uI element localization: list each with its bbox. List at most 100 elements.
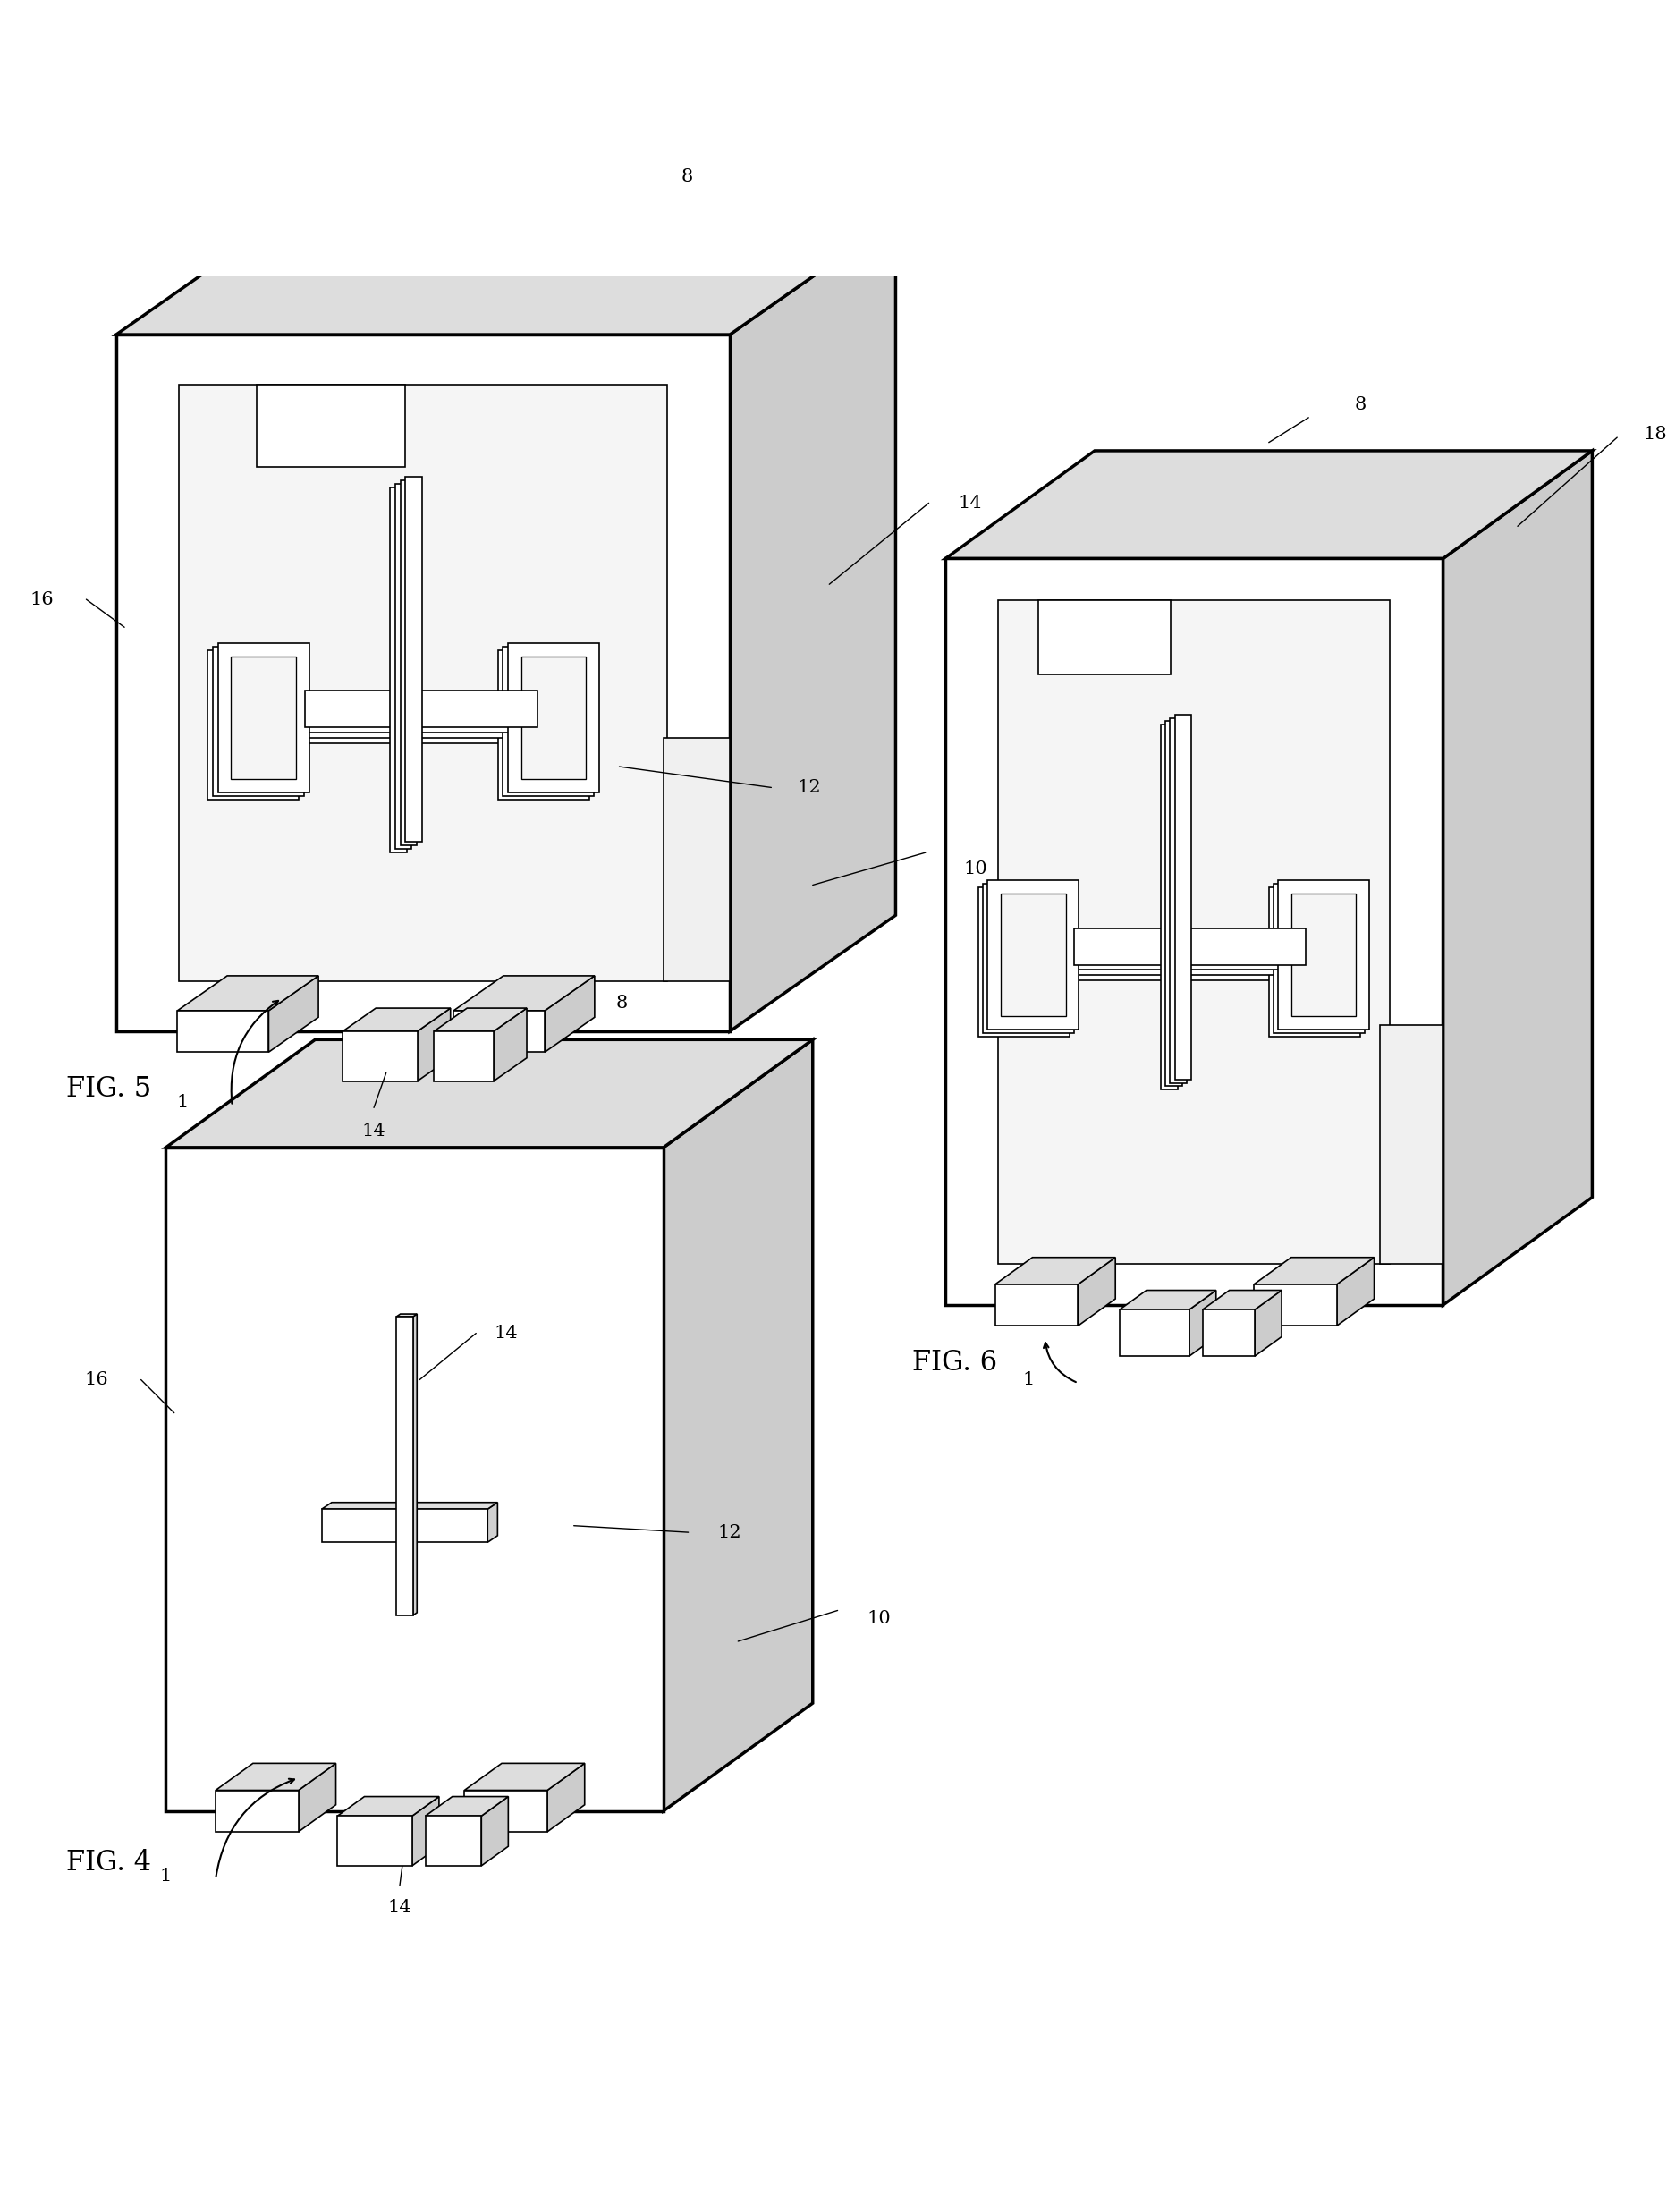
Text: 10: 10 [867,1610,890,1626]
Text: 12: 12 [717,1524,742,1542]
Polygon shape [498,650,588,799]
Polygon shape [503,646,593,796]
Polygon shape [213,646,303,796]
Polygon shape [487,1502,497,1542]
Polygon shape [400,480,417,845]
Polygon shape [215,1790,298,1832]
Polygon shape [1272,885,1364,1033]
Polygon shape [220,664,285,785]
Text: 12: 12 [797,779,820,796]
Polygon shape [663,739,730,982]
Text: 16: 16 [30,591,53,608]
Polygon shape [979,887,1069,1037]
Polygon shape [117,334,730,1031]
Polygon shape [177,1011,268,1053]
Polygon shape [257,385,405,467]
Polygon shape [522,657,585,779]
Polygon shape [322,1502,497,1509]
Polygon shape [1269,887,1359,1037]
Polygon shape [218,644,308,792]
Polygon shape [1254,1285,1335,1325]
Polygon shape [297,697,530,732]
Polygon shape [1277,880,1369,1031]
Polygon shape [298,1763,335,1832]
Text: 14: 14 [362,1121,385,1139]
Text: FIG. 6: FIG. 6 [912,1349,997,1378]
Polygon shape [425,1796,508,1816]
Polygon shape [395,484,412,849]
Polygon shape [1202,1310,1254,1356]
Polygon shape [232,657,295,779]
Polygon shape [995,1285,1077,1325]
Polygon shape [397,1316,413,1615]
Polygon shape [482,1796,508,1865]
Polygon shape [1119,1290,1215,1310]
Polygon shape [1067,933,1299,971]
Polygon shape [463,1763,585,1790]
Polygon shape [453,975,593,1011]
Polygon shape [453,1011,545,1053]
Text: 8: 8 [615,995,627,1011]
Polygon shape [1202,1290,1280,1310]
Polygon shape [1060,938,1292,975]
Polygon shape [177,975,318,1011]
Polygon shape [995,898,1060,1020]
Text: 8: 8 [682,168,693,186]
Polygon shape [1160,726,1177,1091]
Polygon shape [999,599,1389,1263]
Text: 10: 10 [964,860,987,878]
Polygon shape [290,701,522,737]
Text: 18: 18 [1642,425,1667,442]
Polygon shape [425,1816,482,1865]
Polygon shape [1039,599,1170,675]
Polygon shape [405,478,422,843]
Polygon shape [1379,1024,1442,1263]
Polygon shape [1074,929,1305,964]
Text: 14: 14 [959,495,982,511]
Text: 16: 16 [85,1371,108,1389]
Polygon shape [322,1509,487,1542]
Polygon shape [412,1796,438,1865]
Polygon shape [982,885,1074,1033]
Polygon shape [1442,451,1592,1305]
Text: 14: 14 [493,1325,517,1343]
Polygon shape [987,880,1079,1031]
Text: 1: 1 [160,1867,172,1885]
Polygon shape [413,1314,417,1615]
Polygon shape [178,385,667,982]
Polygon shape [1170,719,1187,1084]
Polygon shape [1077,1256,1115,1325]
Polygon shape [945,451,1592,560]
Polygon shape [1254,1290,1280,1356]
Polygon shape [992,900,1055,1024]
Polygon shape [730,219,895,1031]
Polygon shape [1000,894,1065,1018]
Polygon shape [1285,898,1350,1020]
Polygon shape [417,1009,450,1082]
Polygon shape [1335,1256,1374,1325]
Polygon shape [342,1031,417,1082]
Polygon shape [1174,714,1190,1079]
Polygon shape [165,1148,663,1812]
Text: 8: 8 [1354,396,1365,414]
Text: FIG. 4: FIG. 4 [67,1849,152,1876]
Polygon shape [663,1040,812,1812]
Polygon shape [342,1009,450,1031]
Text: 1: 1 [177,1095,188,1110]
Polygon shape [165,1040,812,1148]
Polygon shape [227,659,290,783]
Polygon shape [517,659,580,783]
Polygon shape [305,690,537,728]
Polygon shape [547,1763,585,1832]
Polygon shape [390,487,407,852]
Polygon shape [463,1790,547,1832]
Polygon shape [545,975,593,1053]
Polygon shape [215,1763,335,1790]
Polygon shape [433,1031,493,1082]
Polygon shape [1290,894,1355,1018]
Polygon shape [945,560,1442,1305]
Polygon shape [508,644,598,792]
Text: 14: 14 [388,1898,412,1916]
Polygon shape [117,219,895,334]
Polygon shape [337,1796,438,1816]
